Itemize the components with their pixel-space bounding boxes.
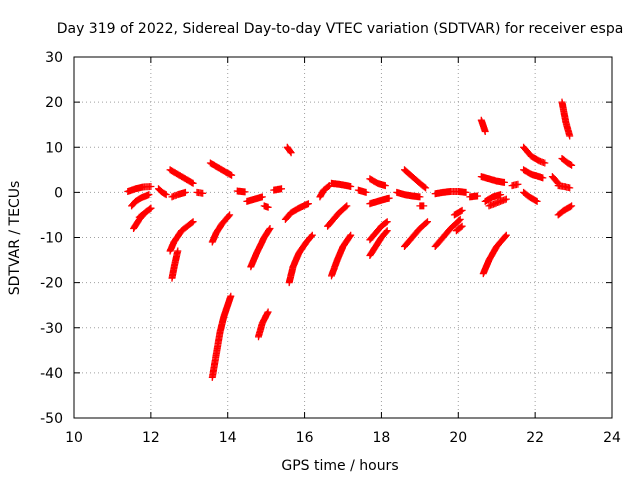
- data-arc: [416, 202, 428, 210]
- data-arc: [270, 185, 285, 194]
- data-arc: [166, 166, 197, 187]
- y-tick-label: 10: [45, 140, 63, 156]
- data-arc: [328, 179, 355, 190]
- y-tick-label: -40: [40, 366, 63, 382]
- data-arc: [155, 185, 170, 199]
- axes: 10 12 14 16 18 20 22 24 -50 -40 -30 -20 -10 0 10 20 30: [40, 50, 621, 446]
- data-arc: [393, 188, 424, 201]
- data-arc: [135, 204, 155, 221]
- data-arc: [168, 247, 182, 282]
- data-arc: [281, 200, 312, 223]
- x-tick-label: 22: [526, 430, 544, 446]
- data-arc: [247, 225, 274, 271]
- data-arc: [401, 166, 430, 192]
- data-arc: [260, 202, 272, 211]
- data-arc: [208, 211, 234, 246]
- x-tick-label: 20: [449, 430, 467, 446]
- data-arc: [233, 187, 249, 196]
- data-arc: [508, 180, 522, 190]
- y-tick-label: -10: [40, 231, 63, 247]
- data-arc: [554, 182, 574, 192]
- data-arc: [128, 191, 153, 210]
- data-arc: [366, 218, 391, 244]
- data-arc: [431, 188, 470, 198]
- y-tick-label: 30: [45, 50, 63, 66]
- data-arc: [554, 202, 576, 219]
- data-arc: [450, 206, 466, 219]
- data-arc: [206, 159, 236, 179]
- x-tick-label: 24: [603, 430, 621, 446]
- x-tick-label: 10: [65, 430, 83, 446]
- x-tick-label: 18: [373, 430, 391, 446]
- data-arc: [466, 192, 481, 201]
- data-points: [124, 98, 576, 381]
- data-arc: [354, 186, 370, 196]
- data-arc: [520, 166, 547, 182]
- y-axis-label: SDTVAR / TECUs: [7, 181, 23, 296]
- x-axis-label: GPS time / hours: [281, 458, 398, 474]
- data-arc: [477, 116, 489, 135]
- chart-title: Day 319 of 2022, Sidereal Day-to-day VTE…: [57, 21, 624, 37]
- y-tick-label: 20: [45, 95, 63, 111]
- data-arc: [481, 191, 505, 205]
- data-arc: [485, 195, 510, 210]
- data-arc: [255, 308, 272, 341]
- data-arc: [431, 215, 464, 250]
- data-arc: [477, 173, 508, 186]
- data-arc: [285, 231, 316, 287]
- data-arc: [193, 188, 207, 197]
- data-arc: [166, 218, 197, 255]
- data-arc: [452, 222, 466, 235]
- y-tick-label: -20: [40, 276, 63, 292]
- data-arc: [366, 227, 391, 259]
- data-arc: [168, 188, 189, 201]
- data-arc: [316, 182, 333, 201]
- data-arc: [124, 183, 155, 195]
- data-arc: [479, 231, 510, 278]
- y-tick-label: -30: [40, 321, 63, 337]
- data-arc: [366, 194, 393, 208]
- data-arc: [520, 188, 541, 205]
- data-arc: [401, 218, 431, 250]
- data-arc: [520, 143, 549, 167]
- x-tick-label: 16: [296, 430, 314, 446]
- y-tick-label: 0: [54, 185, 63, 201]
- y-tick-label: -50: [40, 411, 63, 427]
- data-arc: [558, 98, 574, 140]
- data-arc: [243, 193, 266, 205]
- data-arc: [328, 231, 355, 280]
- data-arc: [208, 292, 235, 381]
- data-arc: [283, 143, 295, 157]
- data-arc: [324, 202, 351, 230]
- data-arc: [366, 175, 389, 190]
- data-arc: [558, 155, 576, 169]
- x-tick-label: 14: [219, 430, 237, 446]
- x-tick-label: 12: [142, 430, 160, 446]
